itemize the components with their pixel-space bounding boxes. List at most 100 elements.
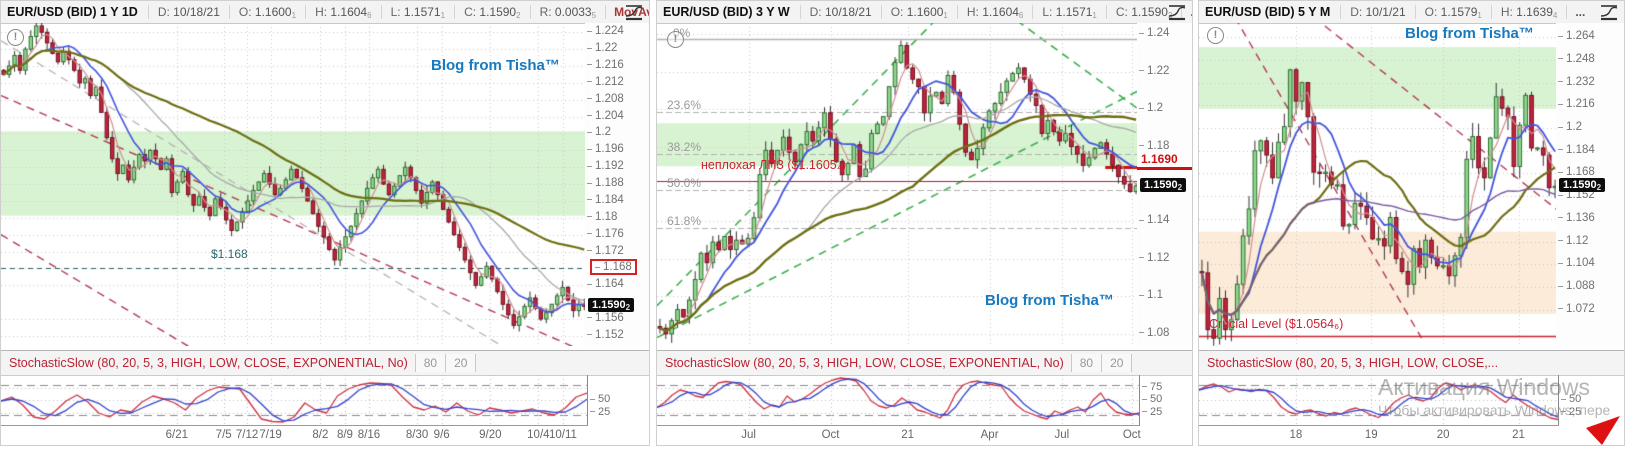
- chart-header: EUR/USD (BID) 5 Y M D: 10/1/21 O: 1.15791 H…: [1199, 1, 1624, 24]
- stoch-param-button[interactable]: 80: [1070, 354, 1103, 372]
- current-price-badge: 1.15902: [1559, 178, 1606, 193]
- ohlc-field-label: D:: [809, 5, 825, 19]
- price-tick-label-highlighted: 1.168: [590, 259, 637, 276]
- stoch-tick-label: 25: [590, 406, 610, 418]
- time-axis-label: Apr: [980, 429, 999, 441]
- chart-annotation: 23.6%: [667, 98, 702, 112]
- key-level-price-label: 1.1690: [1141, 152, 1178, 167]
- ohlc-field: C: 1.15902: [1105, 5, 1182, 20]
- ohlc-field-value: 10/18/21: [173, 5, 220, 19]
- blog-watermark: Blog from Tisha™: [431, 57, 560, 74]
- time-axis-label: 7/12: [235, 429, 259, 441]
- price-chart[interactable]: [657, 23, 1140, 346]
- stoch-param-button[interactable]: 20: [445, 354, 477, 372]
- price-tick-label: 1.152: [587, 329, 624, 341]
- price-chart[interactable]: [1199, 23, 1559, 346]
- price-tick-label: 1.2: [587, 126, 611, 138]
- indicator-curve-icon[interactable]: [623, 2, 645, 22]
- indicator-curve-icon[interactable]: [1166, 2, 1188, 22]
- stochastic-header: StochasticSlow (80, 20, 5, 3, HIGH, LOW,…: [1199, 350, 1624, 376]
- price-tick-label: 1.196: [587, 143, 624, 155]
- symbol-label[interactable]: EUR/USD (BID) 1 Y 1D: [7, 5, 138, 19]
- price-tick-label: 1.164: [587, 278, 624, 290]
- symbol-label[interactable]: EUR/USD (BID) 5 Y M: [1205, 5, 1331, 19]
- current-price-value: 1.1590: [1144, 178, 1178, 191]
- time-axis-label: 9/20: [479, 429, 502, 441]
- panel-separator: [1193, 0, 1198, 446]
- price-tick-label: 1.072: [1558, 303, 1595, 315]
- ohlc-field: L: 1.15711: [380, 5, 455, 20]
- time-axis-label: 19: [1364, 429, 1378, 441]
- ohlc-field-label: O:: [238, 5, 255, 19]
- ohlc-field-value: 1.1571: [1055, 5, 1093, 19]
- panel-separator: [650, 0, 655, 446]
- current-price-sub: 2: [1596, 183, 1602, 193]
- price-tick-label: 1.204: [587, 110, 624, 122]
- indicator-curve-icon[interactable]: [1598, 2, 1620, 22]
- price-tick-label: 1.216: [1558, 98, 1595, 110]
- ohlc-field-value: 1.1639: [1516, 5, 1553, 19]
- header-extra-label[interactable]: ...: [1181, 5, 1192, 19]
- time-axis-label: 9/6: [433, 429, 450, 441]
- ohlc-field: O: 1.16001: [880, 5, 957, 20]
- price-tick-label: 1.184: [1558, 144, 1595, 156]
- info-icon[interactable]: !: [1207, 27, 1224, 44]
- price-tick-label: 1.1: [1139, 289, 1163, 301]
- time-axis-label: 8/30: [405, 429, 429, 441]
- ohlc-field-label: O:: [1424, 5, 1441, 19]
- ohlc-field: O: 1.16001: [228, 5, 305, 20]
- time-axis-label: 21: [901, 429, 915, 441]
- price-tick-label: 1.184: [587, 194, 624, 206]
- blog-watermark: Blog from Tisha™: [1405, 25, 1534, 42]
- header-extra-label[interactable]: MovAvg...: [605, 5, 649, 19]
- ohlc-field-sub: 5: [591, 11, 597, 20]
- time-axis: Jul Oct 21 Apr Jul Oct: [657, 427, 1140, 445]
- stochastic-header: StochasticSlow (80, 20, 5, 3, HIGH, LOW,…: [657, 350, 1192, 376]
- time-axis-label: 8/16: [357, 429, 381, 441]
- price-tick-label: 1.232: [1558, 76, 1595, 88]
- price-tick-label: 1.216: [587, 59, 624, 71]
- current-price-value: 1.1590: [1563, 179, 1597, 192]
- price-tick-label: 1.192: [587, 160, 624, 172]
- price-tick-label: 1.22: [1139, 65, 1169, 77]
- info-icon[interactable]: !: [667, 31, 684, 48]
- stochastic-chart[interactable]: [1199, 375, 1559, 426]
- ohlc-field-sub: 6: [1018, 11, 1024, 20]
- current-price-sub: 2: [1177, 182, 1183, 192]
- price-tick-label: 1.264: [1558, 30, 1595, 42]
- ohlc-field-sub: 1: [440, 11, 446, 20]
- stoch-param-button[interactable]: 80: [414, 354, 447, 372]
- ohlc-field-sub: 1: [1477, 11, 1482, 20]
- price-tick-label: 1.18: [587, 211, 617, 223]
- current-price-badge: 1.15902: [1140, 177, 1187, 192]
- ohlc-field: H: 1.16046: [956, 5, 1033, 20]
- price-tick-label: 1.22: [587, 42, 617, 54]
- time-axis-label: 18: [1289, 429, 1303, 441]
- price-tick-label: 1.24: [1139, 27, 1169, 39]
- ohlc-field-sub: 4: [1552, 11, 1558, 20]
- ohlc-field-label: C:: [464, 5, 480, 19]
- price-chart[interactable]: [1, 23, 588, 346]
- stochastic-title[interactable]: StochasticSlow (80, 20, 5, 3, HIGH, LOW,…: [9, 356, 408, 370]
- stoch-param-button[interactable]: 20: [1101, 354, 1133, 372]
- stochastic-chart[interactable]: [1, 375, 588, 426]
- price-tick-label: 1.208: [587, 93, 624, 105]
- red-cursor-pointer: [1586, 416, 1620, 445]
- ohlc-field-value: 1.1600: [906, 5, 944, 19]
- ohlc-field-value: 1.1590: [1131, 5, 1168, 19]
- price-tick-label: 1.172: [587, 245, 624, 257]
- key-level-line: [1137, 167, 1192, 171]
- blog-watermark: Blog from Tisha™: [985, 292, 1114, 309]
- symbol-label[interactable]: EUR/USD (BID) 3 Y W: [663, 5, 790, 19]
- stochastic-title[interactable]: StochasticSlow (80, 20, 5, 3, HIGH, LOW,…: [1207, 356, 1499, 370]
- stochastic-chart[interactable]: [657, 375, 1140, 426]
- time-axis-label: 6/21: [165, 429, 188, 441]
- ohlc-field: H: 1.16394: [1490, 5, 1567, 20]
- price-axis: 1.224 1.22 1.216 1.212 1.208 1.204 1.2 1.196 1.1…: [585, 23, 649, 346]
- ohlc-field-value: 1.1579: [1440, 5, 1478, 19]
- info-icon[interactable]: !: [7, 29, 24, 46]
- ohlc-field-value: 1.1600: [254, 5, 292, 19]
- price-tick-label: 1.176: [587, 228, 624, 240]
- header-extra-label[interactable]: ...: [1566, 5, 1593, 19]
- stochastic-title[interactable]: StochasticSlow (80, 20, 5, 3, HIGH, LOW,…: [665, 356, 1064, 370]
